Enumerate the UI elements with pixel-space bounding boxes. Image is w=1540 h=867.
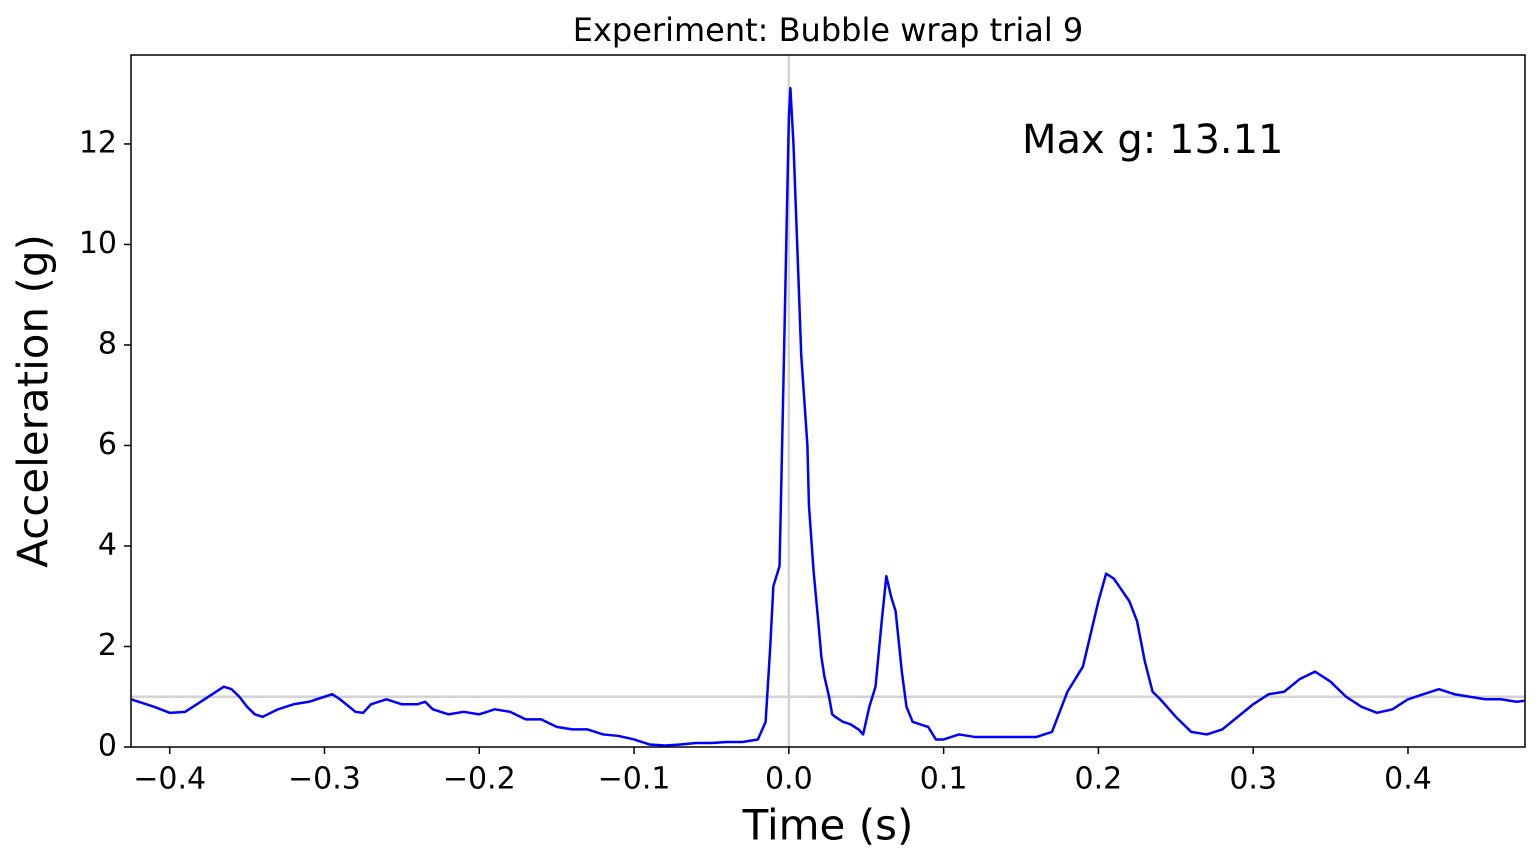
x-tick-label: 0.3 [1229, 762, 1277, 797]
chart-title: Experiment: Bubble wrap trial 9 [573, 11, 1084, 49]
x-tick-label: −0.3 [288, 762, 361, 797]
y-tick-label: 10 [79, 226, 117, 261]
x-tick-label: 0.4 [1384, 762, 1432, 797]
y-tick-label: 8 [98, 326, 117, 361]
y-tick-label: 6 [98, 427, 117, 462]
x-tick-label: 0.2 [1075, 762, 1123, 797]
x-tick-label: 0.1 [920, 762, 968, 797]
plot-frame [130, 54, 1526, 748]
x-tick-label: 0.0 [765, 762, 813, 797]
y-tick-label: 0 [98, 729, 117, 764]
y-axis-label: Acceleration (g) [9, 234, 58, 568]
x-tick-label: −0.1 [598, 762, 671, 797]
y-tick-label: 12 [79, 125, 117, 160]
x-tick-label: −0.4 [133, 762, 206, 797]
data-line [130, 86, 1526, 747]
annotation: Max g: 13.11 [1022, 117, 1284, 163]
x-axis-label: Time (s) [742, 801, 914, 850]
x-tick-label: −0.2 [443, 762, 516, 797]
y-tick-label: 2 [98, 628, 117, 663]
y-tick-label: 4 [98, 527, 117, 562]
